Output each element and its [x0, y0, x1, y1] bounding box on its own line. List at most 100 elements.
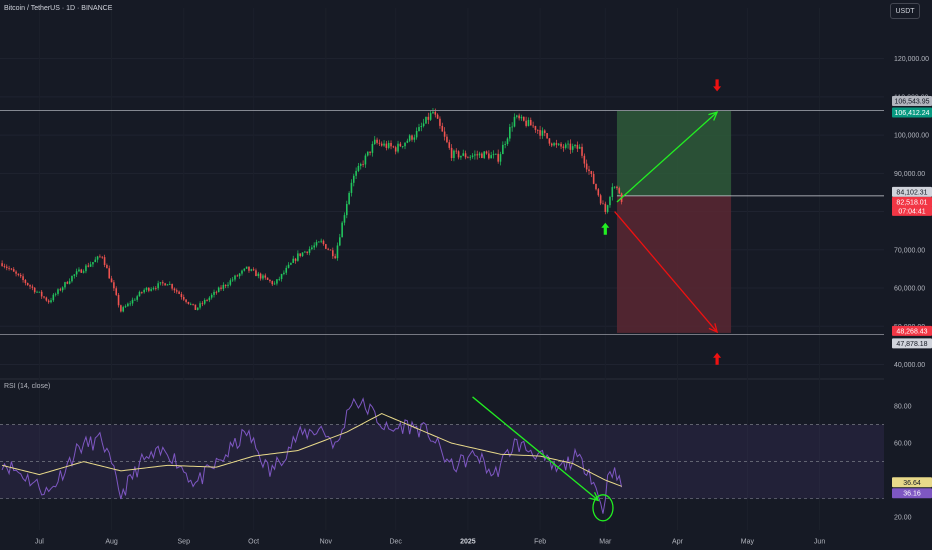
candle-body — [117, 294, 120, 306]
candle-body — [609, 196, 611, 206]
candle-body — [345, 204, 348, 216]
candle-body — [59, 289, 62, 291]
candle-body — [215, 291, 218, 293]
candle-body — [96, 256, 99, 260]
candle-body — [369, 151, 371, 153]
candle-body — [280, 273, 283, 279]
candle-body — [362, 164, 364, 165]
candle-body — [455, 150, 458, 152]
rsi-ma-value-label-text: 36.64 — [903, 480, 921, 487]
candle-body — [299, 253, 302, 256]
candle-body — [266, 277, 269, 280]
candle-body — [220, 287, 222, 289]
support-price-label: 47,878.18 — [892, 338, 932, 349]
candle-body — [427, 116, 430, 120]
candle-body — [322, 240, 325, 245]
candle-body — [474, 154, 476, 156]
candle-body — [373, 139, 376, 145]
candle-body — [476, 154, 479, 156]
candle-body — [187, 301, 190, 304]
time-tick-label: 2025 — [460, 539, 476, 546]
candle-body — [40, 291, 43, 297]
candle-body — [574, 144, 576, 147]
candle-body — [227, 284, 229, 286]
candle-body — [152, 288, 155, 290]
candle-body — [597, 189, 600, 196]
stop-price-label-text: 48,268.43 — [896, 328, 927, 335]
candle-body — [348, 192, 350, 205]
candle-body — [101, 256, 104, 258]
candle-body — [557, 143, 560, 145]
candle-body — [441, 125, 444, 132]
price-tick-label: 100,000.00 — [894, 133, 929, 140]
candle-body — [175, 290, 178, 292]
candle-body — [99, 256, 101, 258]
candle-body — [199, 303, 201, 308]
candle-body — [271, 281, 274, 285]
trend-arrow — [616, 111, 718, 203]
candle-body — [534, 126, 537, 130]
candle-body — [36, 291, 38, 293]
candle-body — [131, 299, 134, 304]
candle-body — [45, 297, 48, 301]
candle-series — [1, 108, 623, 313]
candle-body — [390, 142, 392, 147]
candle-body — [422, 123, 425, 127]
candle-body — [290, 262, 292, 265]
candle-body — [350, 182, 353, 193]
candle-body — [259, 273, 262, 279]
candle-body — [502, 144, 504, 155]
arrow-up-marker — [713, 352, 722, 365]
candle-body — [478, 153, 481, 156]
candle-body — [148, 287, 150, 291]
price-tick-label: 120,000.00 — [894, 56, 929, 63]
candle-body — [89, 264, 92, 267]
time-tick-label: Jul — [35, 539, 44, 546]
stop-price-label-bg — [892, 325, 932, 336]
candle-body — [434, 111, 437, 115]
candle-body — [432, 111, 434, 114]
candle-body — [224, 284, 227, 286]
rsi-indicator-title[interactable]: RSI (14, close) — [4, 383, 51, 390]
candle-body — [171, 284, 173, 289]
candle-body — [311, 247, 313, 250]
candle-body — [54, 293, 57, 295]
candle-body — [439, 118, 441, 126]
candle-body — [413, 137, 416, 140]
candle-body — [66, 282, 69, 284]
symbol-title[interactable]: Bitcoin / TetherUS · 1D · BINANCE — [4, 5, 113, 12]
time-tick-label: Oct — [248, 539, 259, 546]
candle-body — [217, 287, 220, 293]
candle-countdown-label: 07:04:41 — [892, 205, 932, 216]
candle-body — [613, 186, 616, 188]
candle-body — [255, 270, 257, 277]
candle-body — [201, 303, 204, 305]
candle-body — [189, 303, 192, 305]
candle-body — [564, 144, 567, 148]
candle-body — [106, 264, 108, 269]
candle-body — [22, 276, 24, 280]
currency-button[interactable]: USDT — [890, 3, 920, 19]
long-position-tool[interactable] — [616, 110, 884, 333]
time-tick-label: Jun — [814, 539, 825, 546]
candle-body — [12, 269, 15, 272]
candle-body — [590, 171, 593, 175]
candle-body — [364, 155, 367, 165]
candle-body — [541, 130, 544, 136]
candle-body — [159, 282, 162, 284]
candle-body — [113, 282, 115, 289]
high-price-label-bg — [892, 96, 932, 107]
candle-body — [527, 119, 530, 126]
candle-body — [336, 245, 339, 259]
candle-body — [208, 297, 211, 301]
candle-body — [343, 215, 346, 223]
candle-body — [499, 154, 502, 162]
candle-body — [134, 299, 136, 301]
candle-body — [19, 274, 22, 277]
candle-body — [26, 282, 29, 286]
candle-body — [446, 136, 448, 143]
candle-body — [320, 240, 322, 242]
candle-countdown-label-bg — [892, 205, 932, 216]
candle-body — [182, 297, 185, 300]
candle-body — [94, 259, 97, 263]
